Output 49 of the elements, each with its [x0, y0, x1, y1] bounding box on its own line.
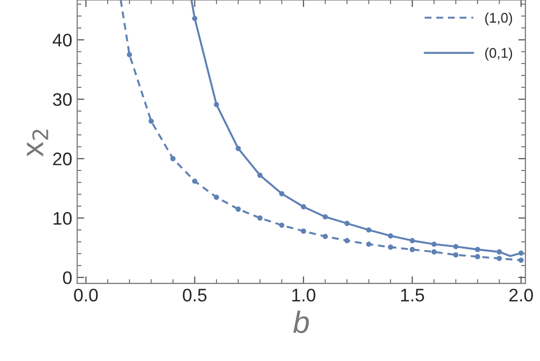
- point: [474, 246, 480, 252]
- point: [300, 204, 306, 210]
- point: [192, 178, 198, 184]
- x-tick-label: 0.5: [182, 288, 207, 302]
- point: [388, 233, 394, 238]
- x-tick-label: 0.0: [74, 288, 98, 302]
- point: [344, 238, 350, 244]
- x-tick-label: 1.5: [401, 288, 424, 302]
- point: [410, 238, 415, 244]
- point: [300, 228, 306, 234]
- point: [214, 102, 220, 108]
- point: [322, 214, 328, 220]
- point: [279, 191, 284, 196]
- point: [257, 172, 263, 178]
- point: [474, 254, 480, 260]
- x-axis-title: b: [293, 310, 309, 334]
- point: [214, 194, 220, 200]
- y-axis-title: x$_{2}$: [26, 130, 48, 156]
- point: [496, 256, 502, 262]
- point: [148, 118, 154, 124]
- legend-label: (0,1): [485, 48, 512, 61]
- point: [410, 246, 415, 252]
- y-tick-label: 20: [53, 152, 72, 166]
- point: [366, 242, 372, 247]
- x-tick-label: 2.0: [509, 288, 533, 302]
- point: [344, 220, 350, 226]
- point: [431, 249, 437, 254]
- point: [453, 244, 458, 250]
- point: [192, 16, 198, 22]
- y-tick-label: 30: [52, 93, 72, 106]
- point: [322, 234, 328, 240]
- y-tick-label: 10: [54, 212, 72, 225]
- point: [257, 215, 263, 221]
- point: [279, 222, 284, 228]
- point: [518, 258, 524, 263]
- point: [431, 242, 437, 247]
- point: [388, 244, 394, 250]
- point: [496, 249, 502, 254]
- legend-label: (1,0): [485, 12, 512, 26]
- point: [366, 227, 372, 233]
- point: [518, 250, 524, 256]
- point: [126, 52, 132, 58]
- point: [236, 206, 241, 212]
- y-tick-label: 40: [52, 34, 72, 47]
- point: [236, 146, 241, 152]
- point: [170, 156, 176, 162]
- point: [453, 252, 458, 258]
- x-tick-label: 1.0: [292, 288, 316, 302]
- y-tick-label: 0: [63, 271, 72, 284]
